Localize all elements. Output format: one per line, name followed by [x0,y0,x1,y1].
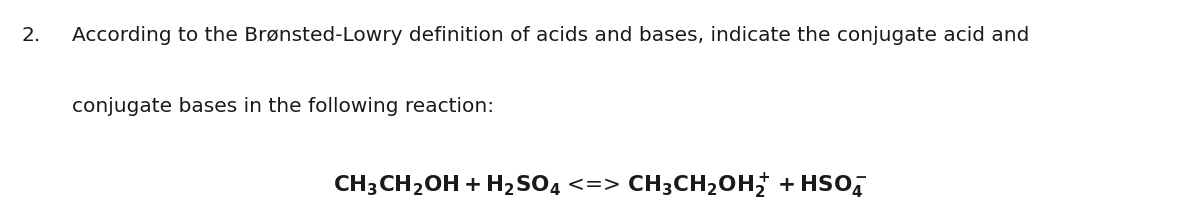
Text: 2.: 2. [22,26,41,45]
Text: $\mathbf{CH_3CH_2OH + H_2SO_4}$ <=> $\mathbf{CH_3CH_2OH_2^+ + HSO_4^-}$: $\mathbf{CH_3CH_2OH + H_2SO_4}$ <=> $\ma… [332,172,868,201]
Text: conjugate bases in the following reaction:: conjugate bases in the following reactio… [72,97,494,116]
Text: According to the Brønsted-Lowry definition of acids and bases, indicate the conj: According to the Brønsted-Lowry definiti… [72,26,1030,45]
